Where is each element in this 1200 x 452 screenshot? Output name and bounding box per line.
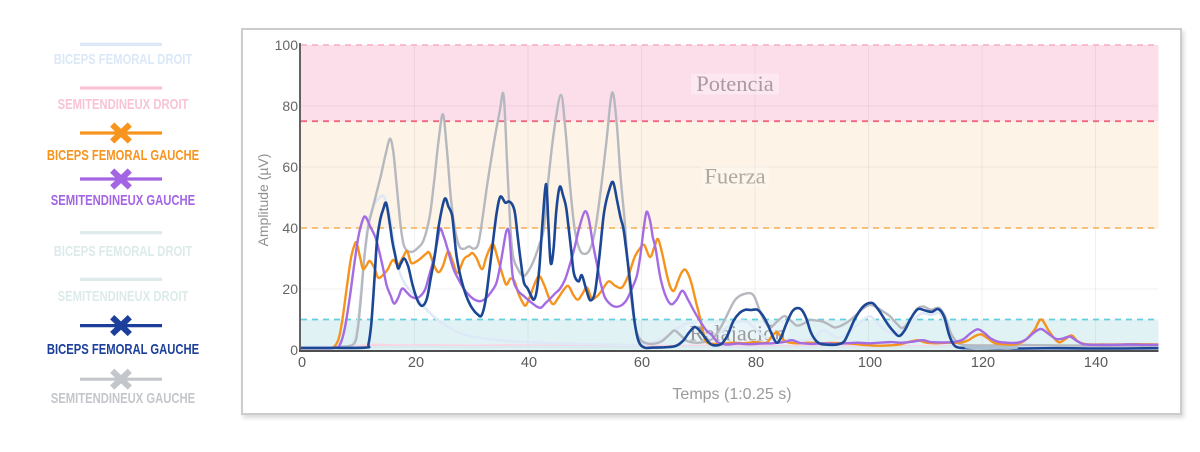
svg-text:0: 0 [298,355,306,371]
svg-text:Potencia: Potencia [696,71,773,96]
svg-text:80: 80 [748,355,764,371]
svg-text:Amplitude (µV): Amplitude (µV) [255,154,271,247]
svg-text:60: 60 [634,355,650,371]
svg-text:20: 20 [282,281,298,297]
svg-text:60: 60 [282,159,298,175]
svg-text:80: 80 [282,98,298,114]
svg-text:100: 100 [858,355,882,371]
svg-text:140: 140 [1084,355,1108,371]
svg-text:40: 40 [282,220,298,236]
svg-text:Fuerza: Fuerza [704,164,765,189]
svg-text:120: 120 [971,355,995,371]
svg-text:Temps (1:0.25 s): Temps (1:0.25 s) [672,386,791,403]
svg-text:20: 20 [408,355,424,371]
svg-text:0: 0 [290,342,298,358]
svg-text:100: 100 [275,37,299,53]
svg-text:40: 40 [521,355,537,371]
